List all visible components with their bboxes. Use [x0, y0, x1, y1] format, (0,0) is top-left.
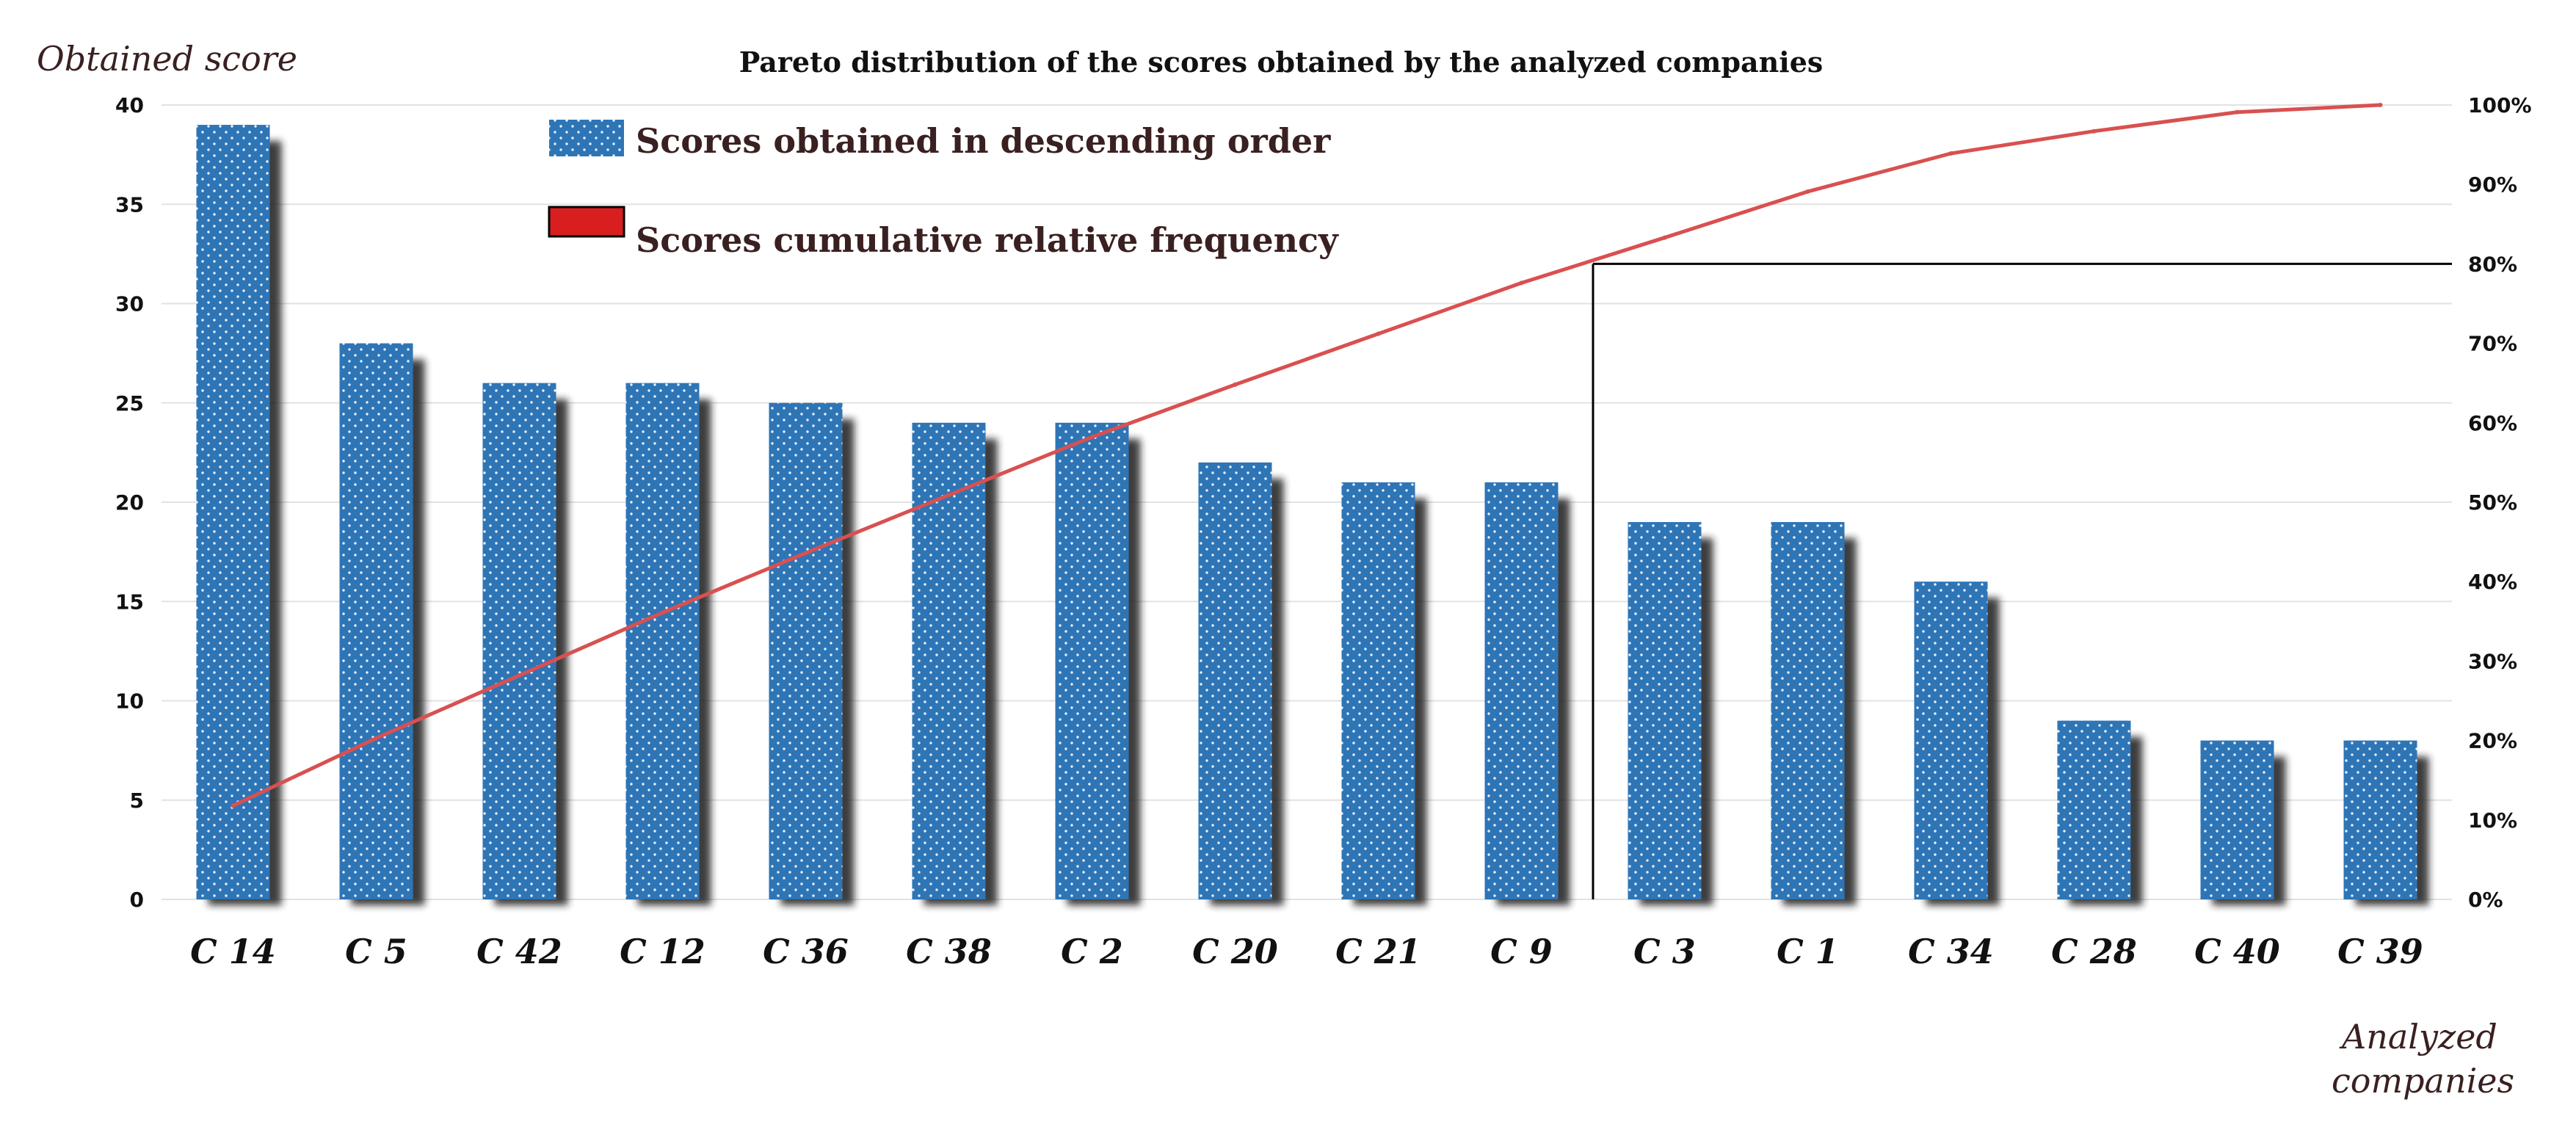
category-label: C 28 — [2051, 932, 2137, 971]
y-tick-label: 30 — [115, 292, 144, 316]
bar — [2200, 740, 2274, 899]
bar — [1484, 482, 1559, 899]
bar — [196, 125, 270, 899]
category-label: C 2 — [1061, 932, 1123, 971]
bar — [2343, 740, 2417, 899]
category-label: C 14 — [190, 932, 276, 971]
threshold-lines — [1592, 262, 2452, 899]
cumulative-point — [374, 736, 379, 741]
category-label: C 36 — [763, 932, 849, 971]
category-label: C 9 — [1490, 932, 1553, 971]
bar — [1914, 581, 1988, 899]
y-tick-label: 35 — [115, 192, 144, 217]
cumulative-point — [2378, 103, 2383, 107]
y2-tick-label: 40% — [2468, 570, 2517, 594]
y-tick-label: 15 — [115, 590, 144, 614]
bar — [912, 422, 986, 899]
y2-tick-label: 10% — [2468, 808, 2517, 833]
category-label: C 21 — [1335, 932, 1421, 971]
category-label: C 3 — [1633, 932, 1696, 971]
y2-tick-label: 100% — [2468, 93, 2532, 117]
legend-label-line: Scores cumulative relative frequency — [636, 220, 1339, 260]
category-label: C 39 — [2337, 932, 2423, 971]
cumulative-point — [1089, 435, 1095, 440]
cumulative-point — [517, 673, 522, 678]
legend: Scores obtained in descending order Scor… — [548, 120, 1339, 260]
y2-tick-label: 90% — [2468, 173, 2517, 197]
bar — [1198, 462, 1272, 899]
y2-tick-label: 0% — [2468, 888, 2503, 912]
legend-label-bars: Scores obtained in descending order — [636, 121, 1331, 161]
y2-tick-label: 30% — [2468, 649, 2517, 673]
category-labels: C 14 C 5 C 42 C 12 C 36 C 38 C 2 C 20 C 21 C 9 C 3… — [190, 932, 2423, 971]
cumulative-point — [946, 493, 951, 498]
y-tick-label: 10 — [115, 689, 144, 714]
cumulative-point — [1948, 151, 1953, 156]
cumulative-line-group — [231, 103, 2383, 808]
bar — [482, 383, 556, 899]
y2-tick-label: 80% — [2468, 252, 2517, 276]
y2-axis-ticks: 0% 10% 20% 30% 40% 50% 60% 70% 80% 90% 100% — [2468, 93, 2532, 912]
category-label: C 42 — [476, 932, 562, 971]
cumulative-point — [1662, 235, 1667, 240]
y-tick-label: 0 — [130, 888, 144, 912]
bar — [1628, 522, 1702, 899]
bars — [196, 125, 2417, 900]
y2-tick-label: 70% — [2468, 332, 2517, 356]
cumulative-point — [2091, 128, 2097, 134]
category-label: C 34 — [1908, 932, 1994, 971]
x-axis-title-line1: Analyzed — [2339, 1017, 2497, 1057]
cumulative-point — [231, 803, 236, 808]
cumulative-point — [1233, 382, 1238, 387]
x-axis-title-line2: companies — [2332, 1061, 2514, 1101]
cumulative-point — [2235, 109, 2240, 115]
category-label: C 12 — [620, 932, 705, 971]
bar — [1341, 482, 1415, 899]
legend-swatch-line — [548, 206, 625, 238]
y-tick-label: 25 — [115, 391, 144, 416]
y-axis-title: Obtained score — [37, 39, 297, 79]
bar — [2057, 720, 2131, 899]
y2-tick-label: 60% — [2468, 411, 2517, 435]
cumulative-point — [1519, 280, 1524, 286]
y-tick-label: 20 — [115, 490, 144, 515]
y-tick-label: 5 — [130, 789, 144, 813]
category-label: C 38 — [906, 932, 992, 971]
category-label: C 5 — [345, 932, 407, 971]
category-label: C 20 — [1192, 932, 1278, 971]
bar — [339, 343, 413, 900]
y2-tick-label: 50% — [2468, 490, 2517, 515]
chart-title: Pareto distribution of the scores obtain… — [739, 46, 1824, 79]
y-axis-ticks: 0 5 10 15 20 25 30 35 40 — [115, 93, 144, 912]
cumulative-point — [660, 610, 665, 615]
y2-tick-label: 20% — [2468, 729, 2517, 753]
cumulative-frequency-line — [232, 103, 2381, 808]
bar — [1771, 522, 1845, 899]
category-label: C 40 — [2194, 932, 2280, 971]
bar — [625, 383, 700, 899]
cumulative-point — [803, 551, 808, 556]
bar — [1055, 422, 1129, 899]
cumulative-point — [1805, 189, 1810, 194]
bar — [769, 402, 843, 899]
legend-swatch-bars — [549, 120, 624, 156]
y-tick-label: 40 — [115, 93, 144, 117]
category-label: C 1 — [1777, 932, 1839, 971]
cumulative-point — [1376, 331, 1381, 336]
